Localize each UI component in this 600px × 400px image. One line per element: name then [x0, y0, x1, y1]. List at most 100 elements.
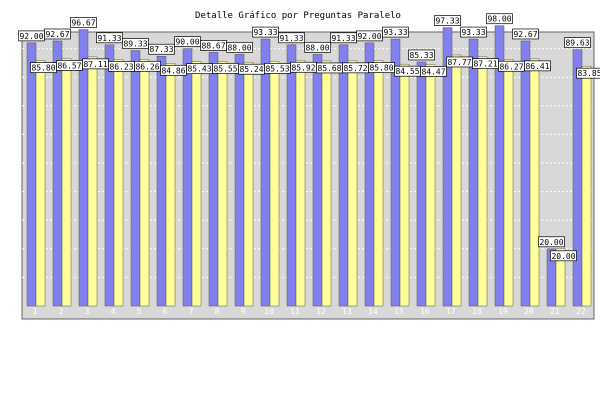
value-label-text: 92.67 — [45, 30, 69, 39]
value-label-box — [278, 32, 305, 44]
value-label-text: 86.57 — [57, 61, 81, 70]
x-tick-label: 16 — [420, 307, 430, 316]
value-label-text: 98.00 — [487, 15, 511, 24]
value-label-series2-19: 86.27 — [498, 60, 525, 72]
value-label-text: 86.41 — [525, 62, 549, 71]
value-label-series1-12: 88.00 — [304, 41, 331, 53]
value-label-text: 20.00 — [539, 238, 563, 247]
value-label-text: 85.72 — [343, 64, 367, 73]
value-label-series1-3: 96.67 — [70, 17, 97, 28]
value-label-series2-14: 85.80 — [368, 62, 395, 73]
bar-series1-16 — [416, 61, 427, 307]
y-tick-label: 10 — [8, 273, 18, 282]
value-label-series2-15: 84.55 — [394, 65, 421, 77]
value-label-text: 91.33 — [331, 34, 355, 43]
value-label-text: 93.33 — [253, 28, 277, 37]
value-label-box — [460, 26, 487, 38]
value-label-box — [512, 28, 539, 40]
bar-series1-10 — [260, 38, 271, 307]
x-tick-label: 2 — [59, 307, 64, 316]
value-label-series1-13: 91.33 — [330, 32, 357, 44]
x-tick-label: 5 — [137, 307, 142, 316]
value-label-box — [434, 15, 461, 26]
x-axis-ticks: 1 2 3 4 5 6 7 8 9 10 11 12 13 14 15 16 17 18 19 20 21 22 — [33, 307, 586, 316]
y-tick-label: 20 — [8, 245, 18, 254]
value-label-text: 89.33 — [123, 40, 147, 49]
value-label-series1-1: 92.00 — [18, 30, 45, 42]
value-label-box — [564, 37, 591, 49]
x-tick-label: 8 — [215, 307, 220, 316]
bar-series2-20 — [529, 58, 540, 307]
value-label-series2-5: 86.26 — [134, 60, 161, 72]
value-label-text: 87.11 — [83, 60, 107, 69]
bar-series1-5 — [130, 50, 141, 307]
bar-series2-14 — [373, 60, 384, 307]
value-label-series2-16: 84.47 — [420, 66, 447, 77]
value-label-series2-18: 87.21 — [472, 58, 499, 69]
value-label-text: 85.92 — [291, 63, 315, 72]
x-tick-label: 14 — [368, 307, 378, 316]
value-label-series2-9: 85.24 — [238, 63, 265, 75]
value-label-text: 85.80 — [369, 64, 393, 73]
y-tick-label: 80 — [8, 73, 18, 82]
x-tick-label: 4 — [111, 307, 116, 316]
value-label-box — [44, 28, 71, 40]
value-label-text: 92.00 — [19, 32, 43, 41]
value-label-text: 84.86 — [161, 66, 185, 75]
value-label-box — [122, 38, 149, 49]
value-label-text: 89.63 — [565, 39, 589, 48]
value-label-series1-6: 87.33 — [148, 43, 175, 55]
bar-series1-12 — [312, 54, 323, 307]
x-tick-label: 15 — [394, 307, 404, 316]
bar-series2-15 — [399, 63, 410, 307]
value-label-text: 91.33 — [97, 34, 121, 43]
value-label-series2-4: 86.23 — [108, 61, 135, 72]
bar-series2-22 — [581, 65, 592, 307]
bar-series2-16 — [425, 64, 436, 307]
value-label-text: 88.00 — [227, 43, 251, 52]
value-label-text: 91.33 — [279, 34, 303, 43]
value-label-series1-10: 93.33 — [252, 26, 279, 38]
value-label-series2-10: 85.53 — [264, 63, 291, 74]
bar-series2-17 — [451, 54, 462, 307]
value-label-box — [576, 67, 600, 79]
bar-series1-4 — [104, 44, 115, 307]
value-label-series1-18: 93.33 — [460, 26, 487, 38]
value-label-series2-12: 85.68 — [316, 62, 343, 74]
bar-series2-18 — [477, 56, 488, 307]
chart-title: Detalle Gráfico por Preguntas Paralelo — [195, 11, 401, 21]
value-label-series1-19: 98.00 — [486, 13, 513, 25]
value-label-text: 88.00 — [305, 43, 329, 52]
bar-series2-2 — [61, 58, 72, 307]
x-tick-label: 17 — [446, 307, 456, 316]
bar-series2-19 — [503, 59, 514, 307]
value-label-box — [304, 41, 331, 53]
bar-series2-4 — [113, 59, 124, 307]
value-label-box — [252, 26, 279, 38]
value-label-series1-21: 20.00 — [538, 236, 565, 248]
value-label-text: 85.53 — [265, 64, 289, 73]
bar-series1-3 — [78, 29, 89, 307]
x-tick-label: 10 — [264, 307, 274, 316]
value-label-series2-2: 86.57 — [56, 60, 83, 71]
bar-series2-1 — [35, 60, 46, 307]
value-label-text: 93.33 — [461, 28, 485, 37]
bar-series1-14 — [364, 42, 375, 307]
value-label-series1-4: 91.33 — [96, 32, 123, 44]
x-tick-label: 9 — [241, 307, 246, 316]
bar-series2-13 — [347, 60, 358, 307]
value-labels: 92.00 85.80 92.67 86.57 96.67 87.11 91.33 86.23… — [18, 13, 600, 262]
bar-series2-11 — [295, 60, 306, 307]
bar-series2-8 — [217, 61, 228, 307]
value-label-text: 85.24 — [239, 65, 263, 74]
bar-series2-21 — [555, 248, 566, 307]
value-label-series1-9: 88.00 — [226, 41, 253, 53]
value-label-box — [408, 49, 435, 61]
bar-series1-18 — [468, 38, 479, 307]
bar-series1-13 — [338, 44, 349, 307]
value-label-series1-17: 97.33 — [434, 15, 461, 26]
value-label-series1-11: 91.33 — [278, 32, 305, 44]
value-label-box — [486, 13, 513, 25]
y-tick-label: 60 — [8, 130, 18, 139]
